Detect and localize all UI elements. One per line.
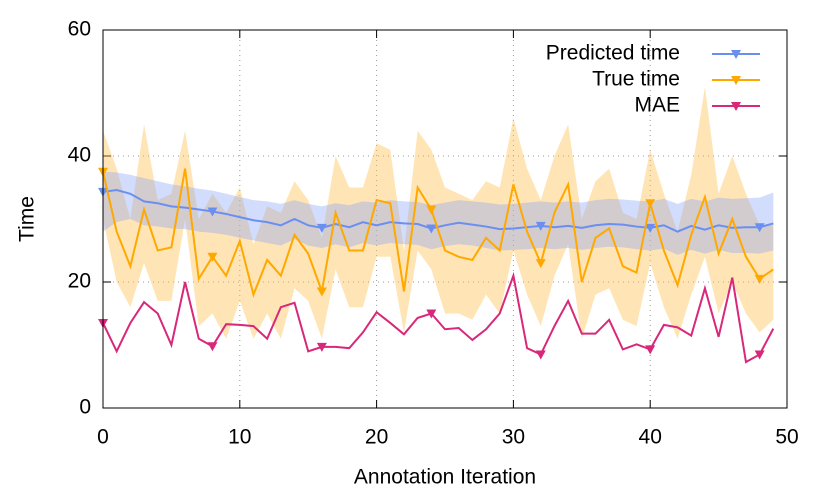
- x-tick-label: 20: [365, 426, 388, 449]
- x-tick-label: 50: [775, 426, 798, 449]
- marker: [207, 207, 218, 217]
- x-tick-label: 40: [639, 426, 662, 449]
- x-axis-label: Annotation Iteration: [354, 466, 536, 489]
- plot-frame: [102, 29, 788, 409]
- marker: [645, 345, 656, 355]
- marker: [426, 205, 437, 215]
- x-tick-label: 30: [502, 426, 525, 449]
- legend-marker: [731, 50, 741, 59]
- legend-marker: [731, 102, 741, 111]
- y-tick-label: 60: [68, 18, 91, 41]
- band: [103, 86, 774, 339]
- legend-label: MAE: [634, 94, 680, 117]
- y-tick-label: 0: [79, 396, 91, 419]
- marker: [207, 252, 218, 262]
- x-tick-label: 10: [228, 426, 251, 449]
- marker: [426, 224, 437, 234]
- marker: [535, 350, 546, 360]
- marker: [645, 223, 656, 233]
- y-tick-label: 40: [68, 144, 91, 167]
- marker: [207, 342, 218, 352]
- marker: [316, 342, 327, 352]
- legend-label: Predicted time: [546, 42, 680, 65]
- marker: [535, 221, 546, 231]
- legend-label: True time: [592, 68, 680, 91]
- x-tick-label: 0: [97, 426, 109, 449]
- y-axis-label: Time: [16, 196, 39, 242]
- y-tick-label: 20: [68, 270, 91, 293]
- marker: [316, 223, 327, 233]
- marker: [754, 274, 765, 284]
- legend-marker: [731, 76, 741, 85]
- marker: [645, 199, 656, 209]
- marker: [754, 223, 765, 233]
- marker: [316, 287, 327, 297]
- band: [103, 171, 774, 255]
- marker: [754, 350, 765, 360]
- marker: [426, 309, 437, 319]
- marker: [535, 259, 546, 269]
- line: [102, 168, 774, 298]
